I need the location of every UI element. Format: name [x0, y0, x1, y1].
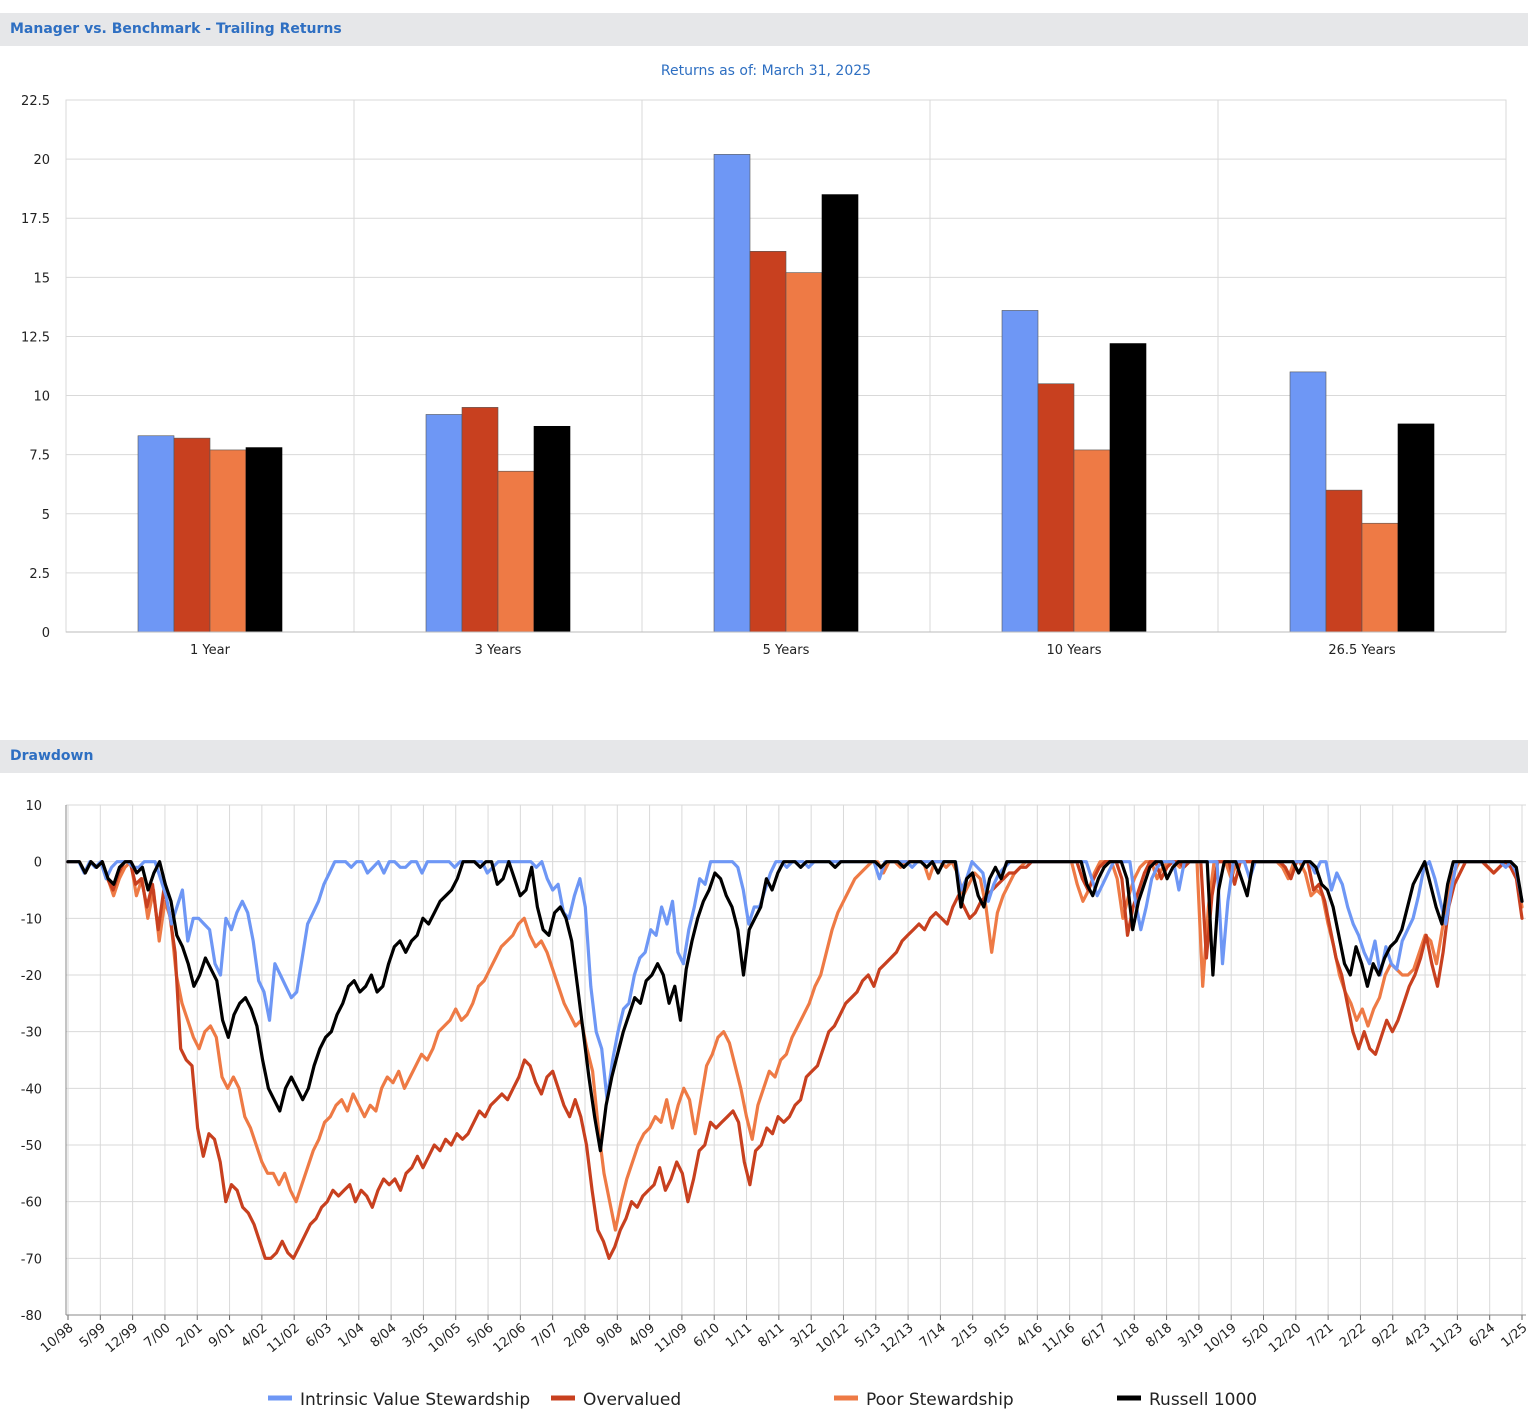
line-series — [66, 860, 1524, 1102]
line-y-tick-label: -60 — [21, 1196, 42, 1211]
line-x-tick-label: 2/01 — [174, 1321, 206, 1351]
bar — [713, 154, 751, 633]
line-x-tick-label: 1/04 — [335, 1321, 367, 1351]
trailing-returns-bar-chart: 0 2.5 5 7.5 10 12.5 15 17.5 20 22.5 1 Year 3 Years 5… — [21, 94, 1507, 658]
line-series — [66, 860, 1524, 1232]
bar-y-tick-label: 15 — [33, 271, 50, 286]
line-x-tick-label: 6/03 — [303, 1321, 335, 1351]
bar — [173, 437, 211, 633]
line-series — [66, 860, 1524, 1153]
bar — [1073, 449, 1111, 633]
bar — [137, 435, 175, 633]
line-x-tick-label: 11/09 — [652, 1321, 690, 1357]
bar-y-tick-label: 12.5 — [21, 330, 50, 345]
line-x-tick-label: 7/14 — [917, 1321, 949, 1351]
bar — [533, 425, 571, 633]
line-y-tick-label: -80 — [21, 1309, 42, 1324]
line-x-tick-label: 11/23 — [1428, 1321, 1466, 1357]
line-y-tick-label: 10 — [25, 799, 42, 814]
line-x-tick-label: 6/10 — [691, 1321, 723, 1351]
line-x-tick-label: 7/07 — [529, 1321, 561, 1351]
line-y-tick-label: -30 — [21, 1026, 42, 1041]
line-x-tick-label: 6/24 — [1466, 1321, 1498, 1351]
bar — [821, 194, 859, 633]
line-x-tick-label: 11/16 — [1040, 1321, 1078, 1357]
bar — [749, 251, 787, 633]
line-x-tick-label: 2/08 — [562, 1321, 594, 1351]
line-x-tick-label: 10/19 — [1201, 1321, 1239, 1357]
line-x-tick-label: 1/18 — [1111, 1321, 1143, 1351]
line-y-tick-label: -50 — [21, 1139, 42, 1154]
line-x-tick-label: 12/13 — [878, 1321, 916, 1357]
bar-y-tick-label: 10 — [33, 390, 50, 405]
line-x-tick-label: 1/25 — [1499, 1321, 1531, 1351]
line-x-tick-label: 10/12 — [814, 1321, 852, 1357]
line-x-tick-label: 9/22 — [1369, 1321, 1401, 1351]
bar-y-tick-label: 17.5 — [21, 212, 50, 227]
line-x-tick-label: 7/00 — [141, 1321, 173, 1351]
bar-y-tick-label: 22.5 — [21, 94, 50, 109]
line-x-tick-label: 10/98 — [38, 1321, 76, 1357]
bar-y-tick-label: 0 — [42, 626, 50, 641]
bar-category-label: 1 Year — [190, 643, 231, 658]
bar — [1361, 522, 1399, 633]
line-x-tick-label: 2/22 — [1337, 1321, 1369, 1351]
line-x-tick-label: 11/02 — [264, 1321, 302, 1357]
bar-category-label: 10 Years — [1047, 643, 1102, 658]
bar — [461, 407, 499, 633]
line-x-tick-label: 7/21 — [1305, 1321, 1337, 1351]
drawdown-section-title: Drawdown — [10, 748, 94, 764]
bar — [1109, 343, 1147, 633]
line-x-tick-label: 9/01 — [206, 1321, 238, 1351]
bar-category-label: 3 Years — [475, 643, 522, 658]
line-x-tick-label: 10/05 — [426, 1321, 464, 1357]
bar — [1001, 310, 1039, 633]
legend-label: Russell 1000 — [1149, 1390, 1257, 1410]
line-x-tick-label: 6/17 — [1079, 1321, 1111, 1351]
line-x-tick-label: 9/08 — [594, 1321, 626, 1351]
line-x-tick-label: 12/99 — [103, 1321, 141, 1357]
line-y-tick-label: -40 — [21, 1082, 42, 1097]
line-x-tick-label: 1/11 — [723, 1321, 755, 1351]
line-x-tick-label: 2/15 — [949, 1321, 981, 1351]
line-series — [66, 860, 1524, 1260]
line-y-tick-label: -20 — [21, 969, 42, 984]
line-x-tick-label: 8/18 — [1143, 1321, 1175, 1351]
bar — [497, 470, 535, 633]
bar-section-title: Manager vs. Benchmark - Trailing Returns — [10, 21, 342, 37]
bar — [785, 272, 823, 633]
line-y-tick-label: -10 — [21, 912, 42, 927]
line-x-tick-label: 12/20 — [1266, 1321, 1304, 1357]
bar — [245, 447, 283, 633]
legend-label: Overvalued — [583, 1390, 681, 1410]
line-y-tick-label: -70 — [21, 1252, 42, 1267]
legend-label: Poor Stewardship — [866, 1390, 1014, 1410]
drawdown-section-header: Drawdown — [0, 740, 1528, 773]
bar — [425, 414, 463, 633]
bar-y-tick-label: 7.5 — [29, 449, 50, 464]
bar — [1289, 371, 1327, 633]
line-x-tick-label: 8/11 — [755, 1321, 787, 1351]
line-x-tick-label: 9/15 — [982, 1321, 1014, 1351]
line-y-tick-label: 0 — [34, 856, 42, 871]
bar — [209, 449, 247, 633]
bar-section-header: Manager vs. Benchmark - Trailing Returns — [0, 13, 1528, 46]
legend-label: Intrinsic Value Stewardship — [300, 1390, 530, 1410]
bar-category-label: 5 Years — [763, 643, 810, 658]
line-x-tick-label: 12/06 — [491, 1321, 529, 1357]
bar-category-label: 26.5 Years — [1328, 643, 1396, 658]
bar-y-tick-label: 2.5 — [29, 567, 50, 582]
bar-y-tick-label: 20 — [33, 153, 50, 168]
bar — [1397, 423, 1435, 633]
bar-chart-subtitle: Returns as of: March 31, 2025 — [660, 63, 872, 79]
line-x-tick-label: 8/04 — [368, 1321, 400, 1351]
bar-y-tick-label: 5 — [42, 508, 50, 523]
